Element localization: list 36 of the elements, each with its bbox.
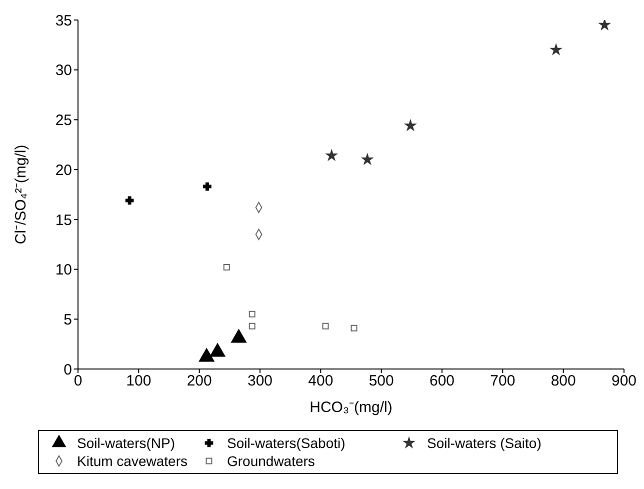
point bbox=[322, 322, 329, 330]
legend-label: Soil-waters (Saito) bbox=[427, 435, 542, 451]
point bbox=[599, 20, 610, 30]
point bbox=[405, 120, 416, 130]
legend-label: Kitum cavewaters bbox=[77, 453, 188, 469]
x-tick-label: 300 bbox=[247, 372, 273, 390]
point bbox=[125, 196, 134, 205]
y-axis-title: Cl⁻/SO₄²⁻(mg/l) bbox=[12, 144, 30, 244]
x-tick-label: 700 bbox=[490, 372, 516, 390]
y-tick-label: 5 bbox=[64, 311, 72, 328]
point bbox=[550, 44, 562, 55]
y-tick-label: 35 bbox=[55, 12, 72, 30]
legend-label: Soil-waters(Saboti) bbox=[227, 435, 346, 451]
legend-label: Soil-waters(NP) bbox=[77, 435, 176, 451]
x-tick-label: 500 bbox=[368, 372, 394, 390]
x-tick-label: 800 bbox=[550, 372, 576, 390]
point bbox=[223, 264, 230, 271]
y-tick-label: 30 bbox=[55, 62, 72, 80]
y-tick-label: 20 bbox=[55, 162, 72, 179]
point bbox=[326, 150, 338, 160]
y-tick-label: 10 bbox=[55, 262, 72, 279]
point bbox=[248, 310, 256, 318]
y-tick-label: 25 bbox=[55, 112, 72, 130]
x-tick-label: 400 bbox=[308, 372, 334, 390]
y-tick-label: 0 bbox=[64, 361, 72, 378]
x-tick-label: 200 bbox=[186, 372, 212, 390]
point bbox=[203, 182, 212, 191]
y-tick-label: 15 bbox=[55, 212, 72, 229]
point bbox=[362, 154, 373, 164]
x-tick-label: 100 bbox=[126, 372, 152, 390]
x-axis-title: HCO₃⁻(mg/l) bbox=[310, 399, 392, 416]
x-tick-label: 600 bbox=[429, 372, 455, 390]
point bbox=[248, 322, 256, 330]
x-tick-label: 900 bbox=[611, 372, 637, 390]
legend-label: Groundwaters bbox=[227, 453, 315, 469]
point bbox=[350, 324, 358, 332]
